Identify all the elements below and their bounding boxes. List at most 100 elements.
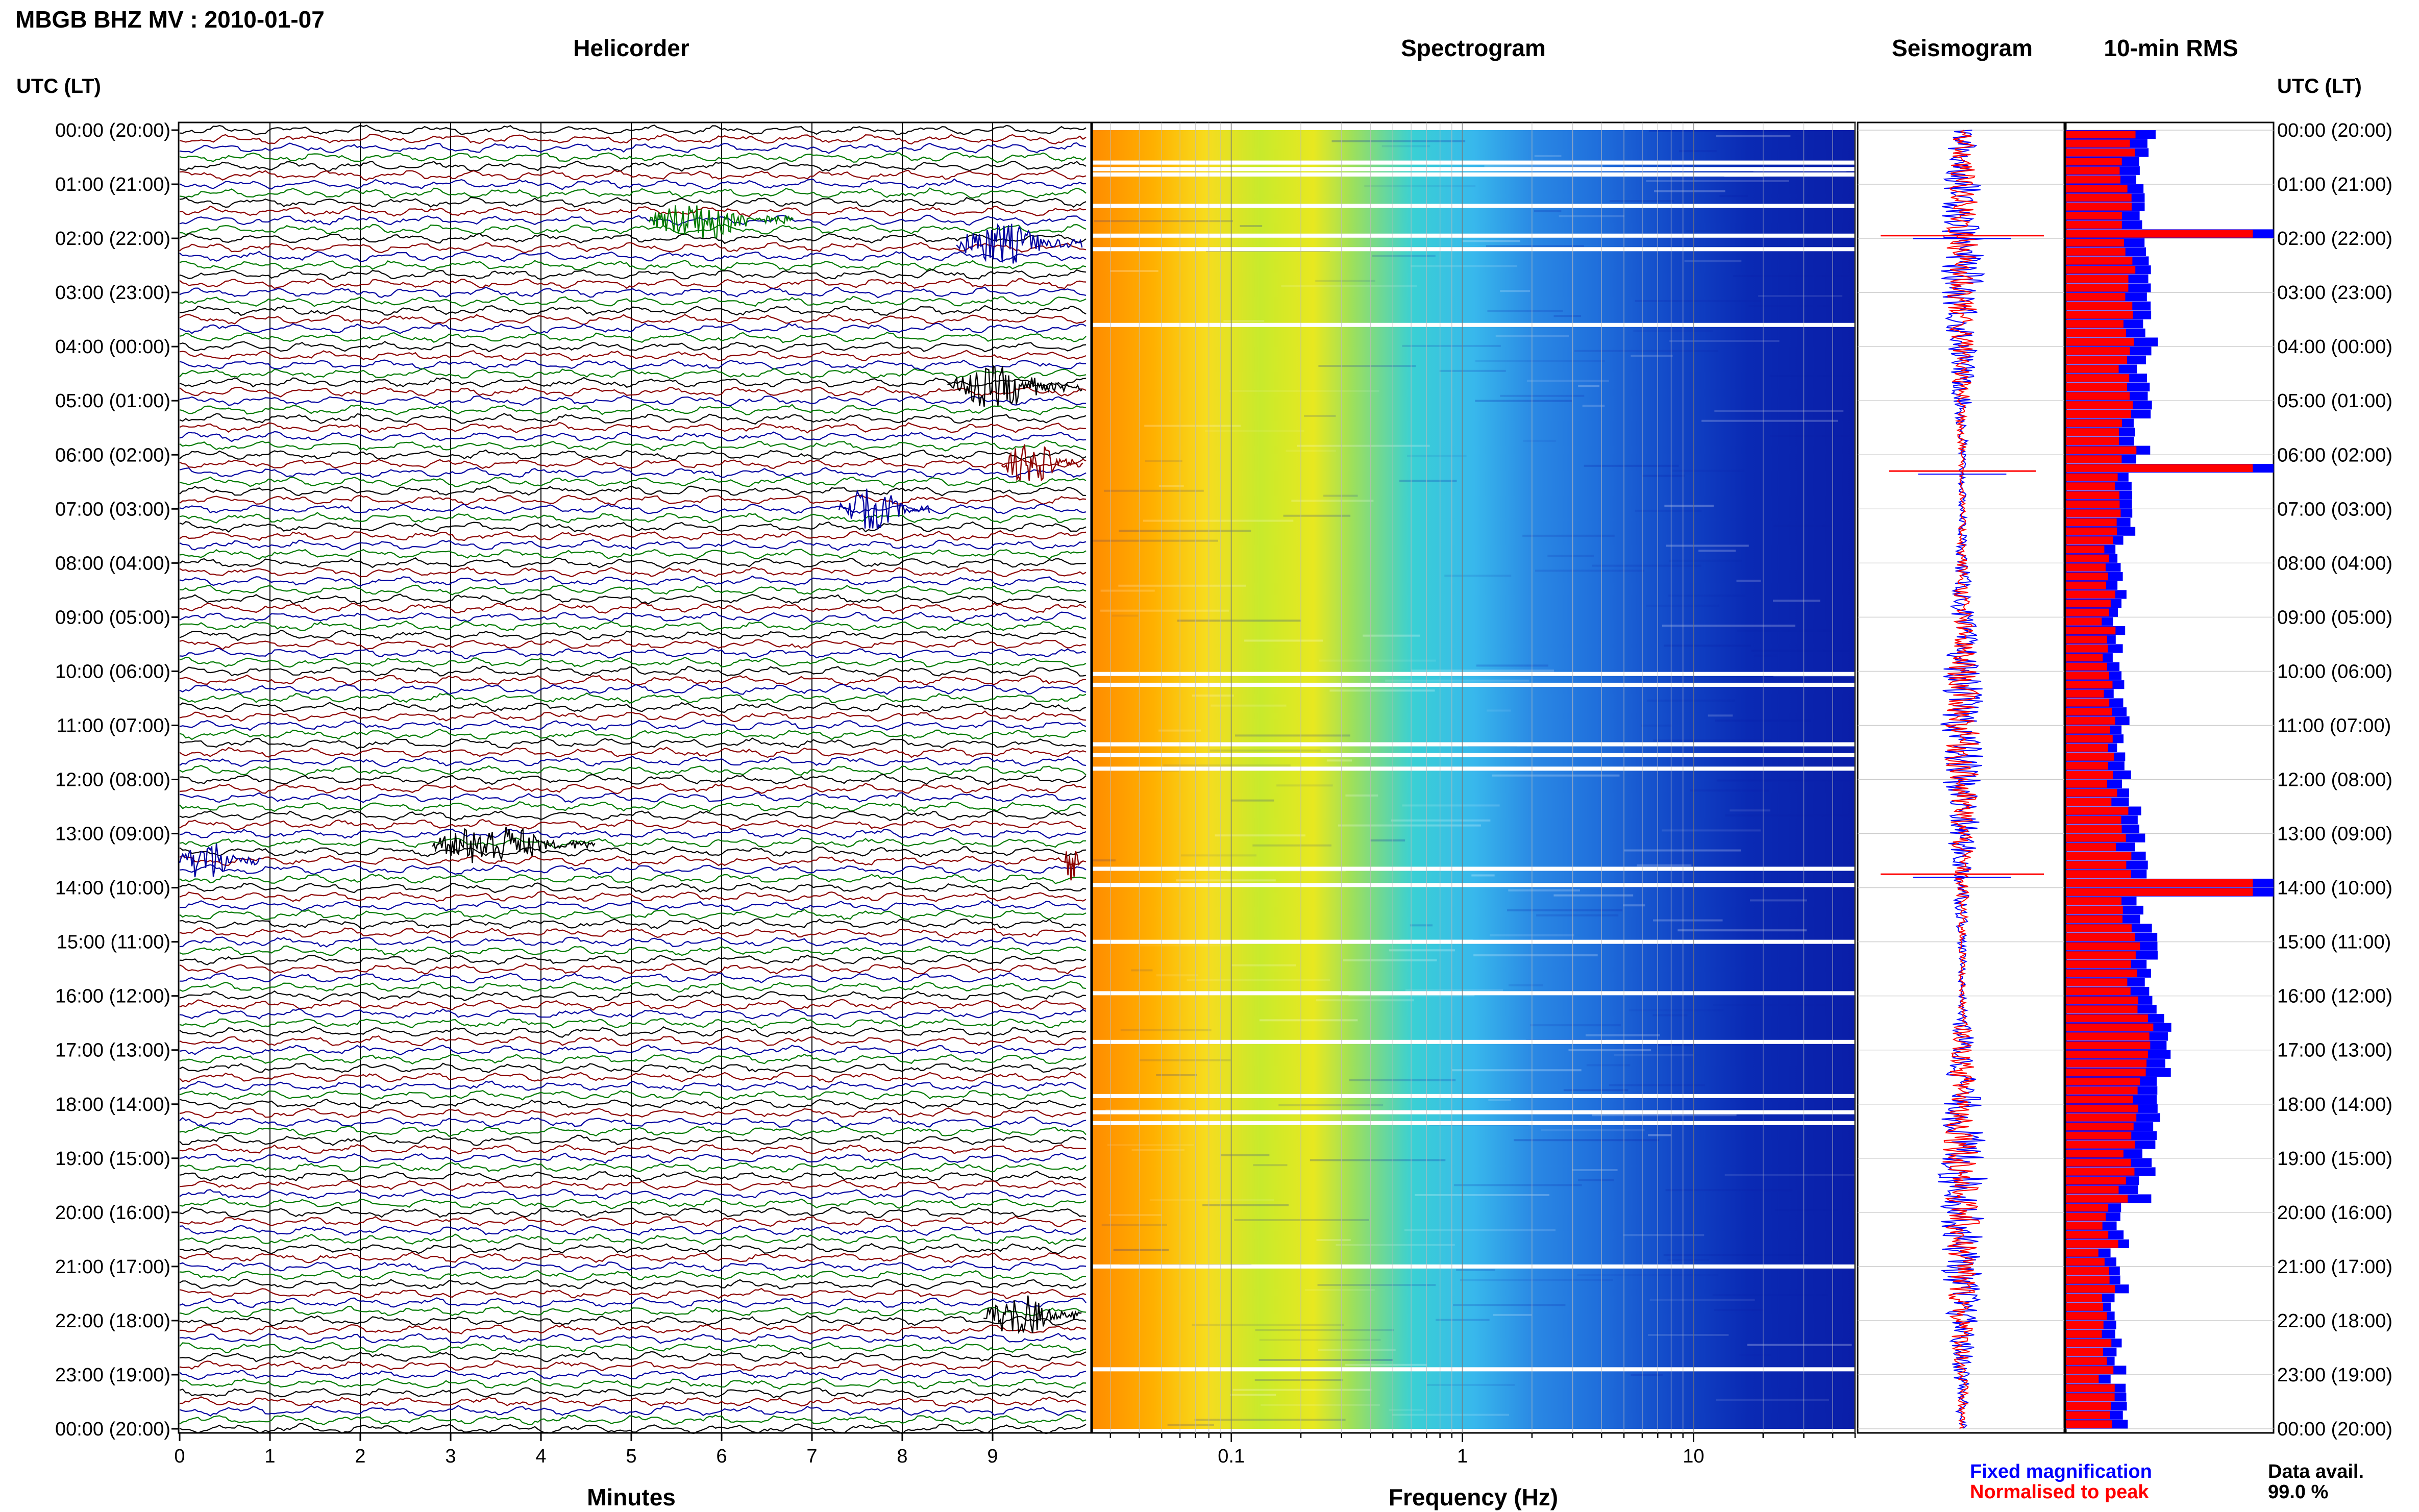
time-label-left: 03:00 (23:00) [55, 282, 170, 304]
helicorder-trace [179, 566, 1087, 578]
spectrogram-stripe [1646, 699, 1735, 702]
rms-bar-normalised [2066, 798, 2112, 806]
spectrogram-gap [1092, 323, 1855, 327]
helicorder-trace [179, 1125, 1087, 1137]
helicorder-trace [179, 413, 1087, 425]
time-label-right: 03:00 (23:00) [2277, 282, 2392, 304]
spectrogram-stripe [1669, 340, 1780, 342]
spectrogram-stripe [1508, 984, 1543, 986]
spectrogram-stripe [1215, 834, 1306, 837]
helicorder-trace [179, 1072, 1087, 1083]
spectrogram-stripe [1624, 849, 1741, 852]
helicorder-trace [179, 936, 1087, 948]
rms-bar-normalised [2066, 861, 2127, 869]
spectrogram-stripe [1276, 784, 1333, 787]
helicorder-trace [180, 1243, 1087, 1254]
rms-bar-normalised [2066, 482, 2115, 490]
spectrogram-gap [1092, 866, 1855, 871]
helicorder-trace [179, 1225, 1087, 1236]
rms-bar-normalised [2066, 1104, 2138, 1112]
spectrogram-gap [1092, 1367, 1855, 1372]
spectrogram-stripe [1584, 464, 1679, 467]
spectrogram-stripe [1541, 1129, 1645, 1131]
rms-bar-normalised [2066, 662, 2107, 671]
rms-bar-normalised [2066, 645, 2108, 653]
spectrogram-stripe [1523, 439, 1557, 442]
rms-title: 10-min RMS [2104, 35, 2238, 61]
rms-bar-normalised [2066, 942, 2140, 950]
rms-bar-normalised [2066, 600, 2111, 608]
rms-bar-normalised [2066, 374, 2130, 382]
spectrogram-stripe [1623, 1234, 1705, 1236]
helicorder-trace [179, 1134, 1087, 1146]
spectrogram-stripe [1303, 414, 1336, 417]
spectrogram-stripe [1563, 1089, 1628, 1092]
helicorder-xtick-label: 6 [716, 1446, 727, 1467]
spectrogram-stripe [1609, 1084, 1705, 1086]
spectrogram-stripe [1631, 355, 1673, 357]
spectrogram-stripe [1176, 879, 1276, 882]
spectrogram-stripe [1318, 1349, 1396, 1351]
spectrogram-stripe [1100, 609, 1229, 612]
rms-bar-normalised [2066, 185, 2128, 193]
helicorder-xtick-label: 8 [897, 1446, 907, 1467]
helicorder-trace [179, 323, 1087, 334]
spectrogram-stripe [1108, 1214, 1162, 1217]
helicorder-xtick-label: 5 [626, 1446, 636, 1467]
rms-bar-normalised [2066, 239, 2125, 247]
spectrogram-xlabel: Frequency (Hz) [1389, 1484, 1558, 1510]
helicorder-trace [179, 241, 1087, 254]
spectrogram-stripe [1426, 1383, 1515, 1386]
helicorder-trace [179, 1171, 1087, 1182]
spectrogram-stripe [1653, 739, 1772, 742]
spectrogram-stripe [1392, 1414, 1510, 1416]
rms-bar-normalised [2066, 1158, 2131, 1167]
spectrogram-gap [1092, 1094, 1855, 1098]
spectrogram-stripe [1452, 1304, 1566, 1306]
seismogram-panel [1857, 121, 2065, 1434]
rms-bar-normalised [2066, 1023, 2154, 1031]
rms-bar-normalised [2066, 1384, 2115, 1392]
spectrogram-stripe [1471, 874, 1495, 877]
spectrogram-stripe [1684, 260, 1742, 262]
spectrogram-stripe [1719, 195, 1748, 197]
rms-bar-normalised [2066, 491, 2119, 500]
helicorder-trace [179, 729, 1087, 740]
spectrogram-stripe [1646, 180, 1789, 182]
time-label-right: 15:00 (11:00) [2277, 932, 2391, 953]
spectrogram-stripe [1665, 1189, 1793, 1192]
rms-bar-normalised [2066, 1032, 2150, 1040]
spectrogram-stripe [1713, 1004, 1855, 1006]
time-label-left: 18:00 (14:00) [55, 1094, 170, 1116]
rms-bar-normalised [2066, 1240, 2118, 1248]
spectrogram-gap [1092, 742, 1855, 747]
spectrogram-image [1092, 130, 1855, 1429]
spectrogram-stripe [1622, 904, 1645, 907]
spectrogram-stripe [1158, 484, 1184, 487]
spectrogram-stripe [1318, 365, 1416, 367]
rms-bar-normalised [2066, 996, 2138, 1004]
rms-bar-normalised [2066, 1267, 2109, 1275]
figure-title: MBGB BHZ MV : 2010-01-07 [15, 6, 325, 33]
rms-bar-normalised [2066, 176, 2120, 184]
spectrogram-stripe [1278, 1104, 1384, 1106]
spectrogram-xtick-label: 0.1 [1218, 1446, 1245, 1467]
helicorder-trace [179, 178, 1087, 190]
helicorder-trace [179, 187, 1087, 199]
rms-bar-normalised [2066, 1312, 2107, 1320]
time-label-left: 10:00 (06:00) [55, 661, 170, 682]
spectrogram-stripe [1553, 894, 1634, 897]
spectrogram-stripe [1405, 989, 1503, 992]
spectrogram-stripe [1758, 295, 1843, 298]
spectrogram-stripe [1460, 1279, 1613, 1281]
spectrogram-stripe [1488, 1099, 1512, 1101]
spectrogram-stripe [1769, 375, 1855, 377]
rms-bar-normalised [2066, 1393, 2115, 1401]
helicorder-trace [179, 1035, 1087, 1047]
helicorder-trace [179, 1305, 1087, 1318]
rms-bar-normalised [2066, 1168, 2135, 1176]
spectrogram-stripe [1547, 555, 1594, 557]
helicorder-trace [179, 756, 1087, 767]
helicorder-trace [179, 954, 1087, 965]
spectrogram-stripe [1094, 220, 1233, 222]
